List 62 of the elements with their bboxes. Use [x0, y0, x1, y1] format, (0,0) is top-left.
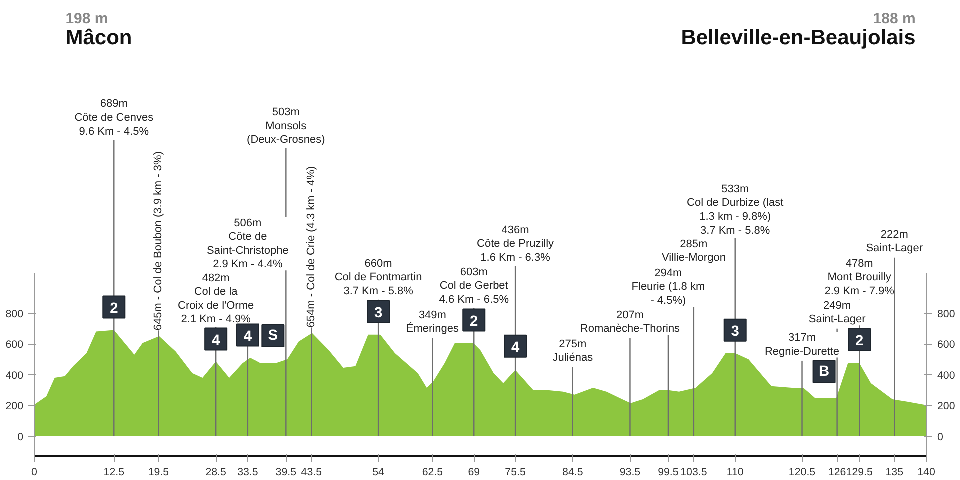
x-tick-label: 129.5	[846, 466, 874, 478]
ref-line-label: 285m Villie-Morgon	[662, 238, 726, 264]
y-tick-label: 400	[6, 370, 24, 382]
ref-line-label: 503m Monsols (Deux-Grosnes)	[247, 106, 326, 146]
x-tick-label: 135	[886, 466, 904, 478]
y2-tick-label: 400	[938, 370, 956, 382]
ref-line-label: 436m Côte de Pruzilly 1.6 Km - 6.3%	[477, 224, 555, 264]
x-tick-label: 39.5	[276, 466, 297, 478]
x-tick-label: 69	[468, 466, 480, 478]
y2-tick-label: 800	[938, 308, 956, 320]
ref-line-label: 506m Côte de Saint-Christophe 2.9 Km - 4.4%	[206, 217, 289, 271]
x-tick-label: 33.5	[238, 466, 258, 478]
ref-line-label: 689m Côte de Cenves 9.6 Km - 4.5%	[74, 98, 154, 138]
ref-line-label: 249m Saint-Lager	[808, 300, 866, 326]
x-tick-label: 99.5	[658, 466, 679, 478]
y2-tick-label: 200	[938, 400, 956, 413]
ref-line-label: 207m Romanèche-Thorins	[580, 309, 681, 336]
annotation: 4	[511, 340, 520, 356]
x-tick-label: 84.5	[562, 466, 584, 478]
x-tick-label: 110	[726, 466, 744, 478]
annotation: 4	[244, 328, 253, 345]
x-tick-label: 103.5	[680, 466, 708, 478]
annotation: 3	[731, 324, 740, 340]
x-tick-label: 12.5	[104, 466, 125, 478]
ref-line-label: 660m Col de Fontmartin 3.7 Km - 5.8%	[334, 258, 422, 298]
ref-line-label: 533m Col de Durbize (last 1.3 km - 9.8%) 3.7 Km - 5.8%	[687, 183, 784, 237]
x-tick-label: 120.5	[788, 466, 816, 478]
ref-line-label: 294m Fleurie (1.8 km - 4.5%)	[632, 267, 706, 307]
text: 198 m Mâcon	[66, 10, 132, 50]
annotation: 2	[470, 314, 478, 330]
y-tick-label: 0	[18, 431, 24, 444]
y-tick-label: 800	[6, 308, 24, 320]
annotation: S	[268, 328, 278, 344]
x-tick-label: 43.5	[301, 466, 322, 478]
text: 188 m Belleville-en-Beaujolais	[681, 10, 916, 50]
ref-line-label: 654m - Col de Crie (4.3 km - 4%)	[306, 166, 318, 328]
x-tick-label: 140	[918, 466, 936, 478]
y2-tick-label: 0	[938, 431, 944, 444]
annotation: 4	[212, 332, 222, 349]
ref-line-label: 603m Col de Gerbet 4.6 Km - 6.5%	[439, 266, 510, 306]
ref-line-label: 317m Regnie-Durette	[764, 332, 840, 358]
x-tick-label: 19.5	[148, 466, 170, 478]
ref-line-label: 478m Mont Brouilly 2.9 Km - 7.9%	[824, 258, 895, 298]
x-tick-label: 126	[828, 466, 846, 478]
ref-line-label: 482m Col de la Croix de l'Orme 2.1 Km - 4.9%	[178, 272, 254, 326]
y2-tick-label: 600	[938, 339, 956, 352]
x-tick-label: 93.5	[620, 466, 641, 478]
y-tick-label: 200	[6, 400, 24, 413]
annotation: 3	[374, 305, 383, 322]
ref-line-label: 275m Juliénas	[552, 338, 594, 364]
y-tick-label: 600	[6, 339, 24, 352]
annotation: 2	[110, 300, 118, 317]
ref-line-label: 645m - Col de Boubon (3.9 km - 3%)	[152, 152, 165, 331]
x-tick-label: 75.5	[505, 466, 526, 478]
ref-line-label: 222m Saint-Lager	[866, 228, 924, 255]
x-tick-label: 28.5	[206, 466, 227, 478]
x-tick-label: 54	[372, 466, 385, 478]
x-tick-label: 0	[32, 466, 38, 478]
ref-line-label: 349m Émeringes	[406, 309, 460, 336]
x-tick-label: 62.5	[422, 466, 444, 478]
annotation: B	[819, 364, 830, 380]
annotation: 2	[856, 333, 864, 350]
